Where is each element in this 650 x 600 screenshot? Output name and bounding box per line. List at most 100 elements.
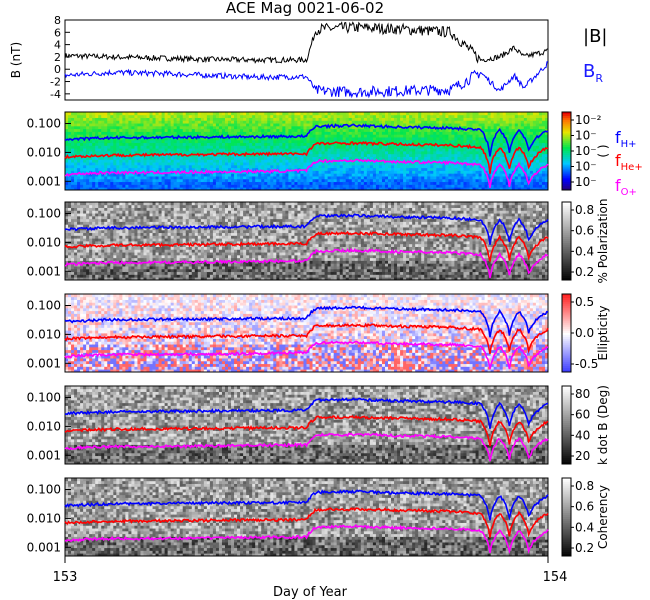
heatmap-cell xyxy=(351,176,356,180)
heatmap-cell xyxy=(197,128,202,132)
heatmap-cell xyxy=(541,159,546,163)
heatmap-cell xyxy=(397,134,401,138)
heatmap-cell xyxy=(113,142,117,146)
heatmap-cell xyxy=(113,164,117,169)
colorbar-cell xyxy=(562,151,571,154)
heatmap-cell xyxy=(538,145,543,149)
heatmap-cell xyxy=(508,123,513,127)
heatmap-cell xyxy=(179,176,184,180)
heatmap-cell xyxy=(406,164,410,169)
heatmap-cell xyxy=(92,254,96,259)
heatmap-cell xyxy=(89,159,93,163)
heatmap-cell xyxy=(520,148,525,152)
heatmap-cell xyxy=(83,224,87,228)
heatmap-cell xyxy=(203,164,208,169)
heatmap-cell xyxy=(412,187,416,191)
heatmap-cell xyxy=(89,164,93,169)
heatmap-cell xyxy=(300,112,304,116)
heatmap-cell xyxy=(101,176,105,180)
heatmap-cell xyxy=(98,207,102,211)
heatmap-cell xyxy=(523,112,528,116)
heatmap-cell xyxy=(366,167,371,171)
heatmap-cell xyxy=(430,187,434,191)
heatmap-cell xyxy=(249,117,253,121)
heatmap-cell xyxy=(140,176,144,180)
heatmap-cell xyxy=(137,181,141,185)
heatmap-cell xyxy=(255,162,259,166)
series-line-radial-field xyxy=(64,61,548,99)
heatmap-cell xyxy=(421,142,425,146)
heatmap-cell xyxy=(294,123,298,127)
heatmap-cell xyxy=(240,164,244,169)
heatmap-cell xyxy=(499,187,504,191)
heatmap-cell xyxy=(451,156,455,160)
heatmap-cell xyxy=(451,181,455,185)
heatmap-cell xyxy=(231,162,235,166)
heatmap-cell xyxy=(309,131,313,135)
heatmap-cell xyxy=(246,134,250,138)
heatmap-cell xyxy=(89,210,93,214)
heatmap-cell xyxy=(273,145,277,149)
heatmap-cell xyxy=(237,176,241,180)
heatmap-cell xyxy=(231,187,235,191)
heatmap-cell xyxy=(161,120,166,124)
heatmap-cell xyxy=(499,134,504,138)
heatmap-cell xyxy=(167,167,172,171)
heatmap-cell xyxy=(98,142,102,146)
heatmap-cell xyxy=(146,148,150,152)
heatmap-cell xyxy=(520,142,525,146)
heatmap-cell xyxy=(191,148,196,152)
heatmap-cell xyxy=(92,224,96,228)
heatmap-cell xyxy=(336,145,341,149)
heatmap-cell xyxy=(116,181,120,185)
heatmap-cell xyxy=(92,173,96,177)
heatmap-cell xyxy=(523,164,528,169)
heatmap-cell xyxy=(98,202,102,206)
heatmap-cell xyxy=(351,151,356,155)
panel-frame xyxy=(64,111,549,191)
heatmap-cell xyxy=(176,139,181,144)
heatmap-cell xyxy=(291,123,295,127)
heatmap-cell xyxy=(324,156,329,160)
heatmap-cell xyxy=(134,131,138,135)
heatmap-cell xyxy=(517,137,522,141)
heatmap-cell xyxy=(541,123,546,127)
heatmap-cell xyxy=(354,114,359,118)
heatmap-cell xyxy=(206,167,211,171)
heatmap-cell xyxy=(119,184,123,188)
heatmap-cell xyxy=(191,167,196,171)
heatmap-cell xyxy=(116,123,120,127)
heatmap-cell xyxy=(336,184,341,188)
heatmap-cell xyxy=(77,117,81,121)
heatmap-cell xyxy=(415,181,419,185)
heatmap-cell xyxy=(71,134,75,138)
heatmap-cell xyxy=(89,229,93,234)
heatmap-cell xyxy=(89,139,93,144)
heatmap-cell xyxy=(511,151,516,155)
heatmap-cell xyxy=(342,178,347,183)
heatmap-cell xyxy=(95,274,99,278)
heatmap-cell xyxy=(427,131,431,135)
heatmap-cell xyxy=(104,178,108,183)
heatmap-cell xyxy=(270,151,274,155)
heatmap-cell xyxy=(188,184,193,188)
heatmap-cell xyxy=(137,170,141,174)
heatmap-cell xyxy=(324,170,329,174)
heatmap-cell xyxy=(472,120,476,124)
heatmap-cell xyxy=(436,173,440,177)
heatmap-cell xyxy=(406,156,410,160)
heatmap-cell xyxy=(345,134,350,138)
heatmap-cell xyxy=(158,162,162,166)
heatmap-cell xyxy=(270,178,274,183)
heatmap-cell xyxy=(194,176,199,180)
heatmap-cell xyxy=(424,139,428,144)
heatmap-cell xyxy=(234,128,238,132)
heatmap-cell xyxy=(336,134,341,138)
heatmap-cell xyxy=(65,170,69,174)
heatmap-cell xyxy=(463,142,467,146)
heatmap-cell xyxy=(152,125,156,130)
heatmap-cell xyxy=(508,173,513,177)
heatmap-cell xyxy=(454,181,458,185)
heatmap-cell xyxy=(463,153,467,157)
heatmap-cell xyxy=(249,164,253,169)
